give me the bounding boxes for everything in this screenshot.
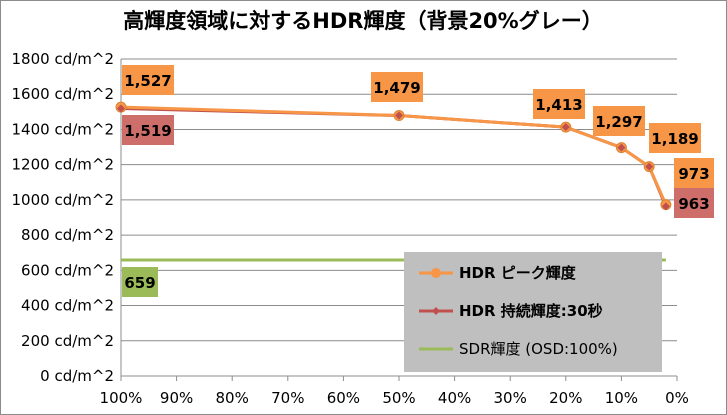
data-label-peak-box <box>122 65 174 95</box>
data-label-peak-text: 1,479 <box>373 79 420 97</box>
data-label-peak-box <box>533 89 585 119</box>
x-tick-label: 100% <box>100 389 143 407</box>
data-label-peak-box <box>674 158 714 188</box>
data-label-peak: 973 <box>674 158 714 188</box>
data-label-peak: 1,297 <box>593 106 645 136</box>
y-tick-label: 600 cd/m^2 <box>21 261 114 279</box>
x-tick-label: 30% <box>494 389 527 407</box>
legend-label: HDR 持続輝度:30秒 <box>459 302 603 320</box>
data-point-sustained <box>661 202 670 211</box>
x-tick-label: 60% <box>327 389 360 407</box>
data-label-peak-box <box>593 106 645 136</box>
series-line-sustained <box>120 106 668 207</box>
y-tick-label: 1800 cd/m^2 <box>12 50 115 68</box>
data-point-sustained <box>395 111 403 120</box>
legend-label: HDR ピーク輝度 <box>459 264 577 282</box>
data-point-sustained <box>617 143 626 152</box>
x-tick-label: 80% <box>216 389 249 407</box>
y-tick-label: 0 cd/m^2 <box>40 367 114 385</box>
x-tick-label: 90% <box>160 389 193 407</box>
data-label-peak-box <box>371 72 423 102</box>
x-tick-label: 10% <box>605 389 638 407</box>
data-label-sustained-box <box>674 188 714 218</box>
y-tick-label: 1200 cd/m^2 <box>12 156 115 174</box>
data-label-sdr: 659 <box>122 267 158 297</box>
data-point-sustained <box>117 104 125 113</box>
data-label-peak: 1,479 <box>371 72 423 102</box>
data-label-sustained: 1,519 <box>122 115 174 145</box>
legend-label: SDR輝度 (OSD:100%) <box>459 340 618 358</box>
data-label-peak: 1,189 <box>649 123 701 153</box>
x-tick-label: 70% <box>271 389 304 407</box>
data-label-sustained: 963 <box>674 188 714 218</box>
data-label-sdr-box <box>122 267 158 297</box>
data-label-sustained-box <box>122 115 174 145</box>
data-label-sdr-text: 659 <box>124 274 155 292</box>
data-point-sustained <box>561 123 570 132</box>
series-line-peak <box>120 105 668 206</box>
data-label-peak-text: 1,413 <box>535 96 582 114</box>
data-label-peak-text: 1,189 <box>651 130 698 148</box>
data-label-peak-text: 1,527 <box>124 72 171 90</box>
data-label-sustained-text: 1,519 <box>124 122 171 140</box>
x-tick-label: 50% <box>382 389 415 407</box>
data-label-sustained-text: 963 <box>678 195 709 213</box>
data-label-peak-text: 973 <box>678 165 709 183</box>
data-label-peak: 1,527 <box>122 65 174 95</box>
y-tick-label: 800 cd/m^2 <box>21 226 114 244</box>
legend-swatch-marker <box>432 307 440 315</box>
data-label-peak-text: 1,297 <box>595 113 642 131</box>
data-label-peak: 1,413 <box>533 89 585 119</box>
legend: HDR ピーク輝度 HDR 持続輝度:30秒 SDR輝度 (OSD:100%) <box>404 252 662 372</box>
legend-item-sustained: HDR 持続輝度:30秒 <box>419 302 603 320</box>
legend-item-peak: HDR ピーク輝度 <box>419 264 577 282</box>
chart-title: 高輝度領域に対するHDR輝度（背景20%グレー） <box>123 9 602 33</box>
x-tick-label: 40% <box>438 389 471 407</box>
data-point-sustained <box>645 162 654 171</box>
x-tick-label: 20% <box>549 389 582 407</box>
legend-item-sdr: SDR輝度 (OSD:100%) <box>419 340 618 358</box>
y-tick-label: 200 cd/m^2 <box>21 332 114 350</box>
legend-swatch-marker <box>431 268 441 278</box>
y-tick-label: 1000 cd/m^2 <box>12 191 115 209</box>
y-tick-label: 1400 cd/m^2 <box>12 120 115 138</box>
y-tick-label: 1600 cd/m^2 <box>12 85 115 103</box>
data-label-peak-box <box>649 123 701 153</box>
y-tick-label: 400 cd/m^2 <box>21 297 114 315</box>
x-tick-label: 0% <box>665 389 689 407</box>
